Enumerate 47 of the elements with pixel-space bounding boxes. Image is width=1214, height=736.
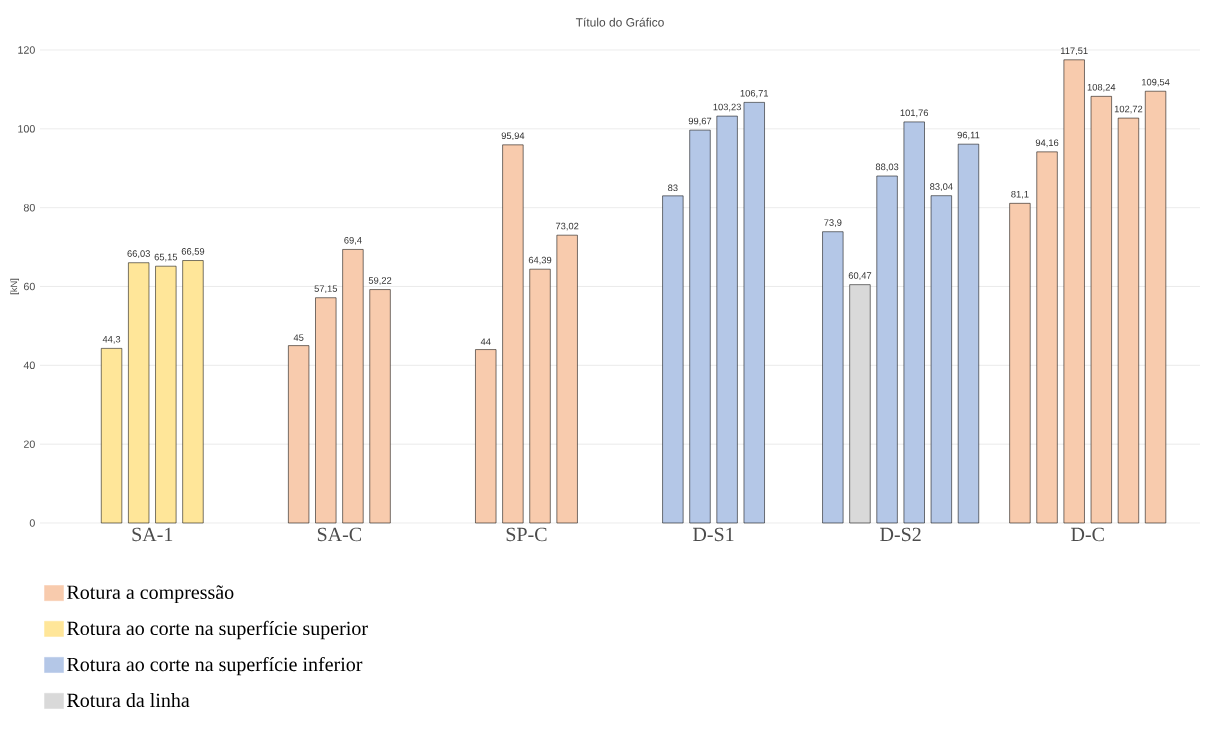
y-tick-label: 0 (29, 519, 35, 527)
data-label: 69,4 (344, 237, 362, 245)
x-tick-label: SA-C (317, 527, 362, 542)
data-label: 44,3 (102, 335, 121, 344)
legend-label: Rotura a compressão (67, 585, 234, 604)
y-tick-label: 100 (18, 125, 35, 133)
chart-title: Título do Gráfico (575, 17, 664, 27)
data-label: 103,23 (713, 103, 741, 112)
data-label: 83 (668, 184, 678, 192)
data-label: 59,22 (368, 277, 392, 285)
y-tick-label: 40 (23, 361, 35, 370)
data-label: 81,1 (1011, 190, 1029, 199)
data-label: 108,24 (1087, 83, 1116, 92)
data-label: 44 (480, 338, 491, 345)
data-label: 60,47 (848, 272, 872, 280)
data-label: 73,02 (555, 222, 579, 231)
data-label: 102,72 (1114, 105, 1143, 114)
legend-label: Rotura ao corte na superfície inferior (67, 656, 363, 676)
data-label: 94,16 (1035, 139, 1059, 148)
y-tick-label: 120 (18, 46, 35, 54)
data-label: 109,54 (1142, 78, 1170, 87)
data-label: 66,03 (127, 250, 150, 259)
data-label: 95,94 (501, 132, 525, 141)
data-label: 96,11 (957, 131, 980, 140)
y-tick-label: 60 (23, 282, 35, 291)
y-axis-title: [kN] (10, 278, 20, 295)
data-label: 106,71 (740, 89, 769, 98)
x-tick-label: SA-1 (132, 527, 173, 542)
data-label: 57,15 (314, 285, 338, 294)
legend-label: Rotura ao corte na superfície superior (67, 620, 368, 640)
legend-label: Rotura da linha (67, 693, 190, 708)
data-label: 99,67 (688, 117, 712, 126)
data-label: 66,59 (181, 248, 205, 256)
data-label: 101,76 (900, 109, 929, 118)
data-label: 64,39 (528, 256, 552, 265)
data-label: 83,04 (930, 183, 953, 191)
data-label: 65,15 (154, 253, 178, 262)
y-tick-label: 80 (23, 203, 35, 212)
data-label: 73,9 (824, 219, 842, 227)
x-tick-label: D-C (1071, 527, 1104, 542)
data-label: 117,51 (1060, 47, 1088, 56)
x-tick-label: D-S1 (693, 527, 734, 542)
y-tick-label: 20 (23, 440, 35, 448)
x-tick-label: D-S2 (880, 527, 921, 542)
x-tick-label: SP-C (506, 527, 547, 542)
data-label: 45 (293, 334, 304, 341)
data-label: 88,03 (875, 163, 899, 172)
